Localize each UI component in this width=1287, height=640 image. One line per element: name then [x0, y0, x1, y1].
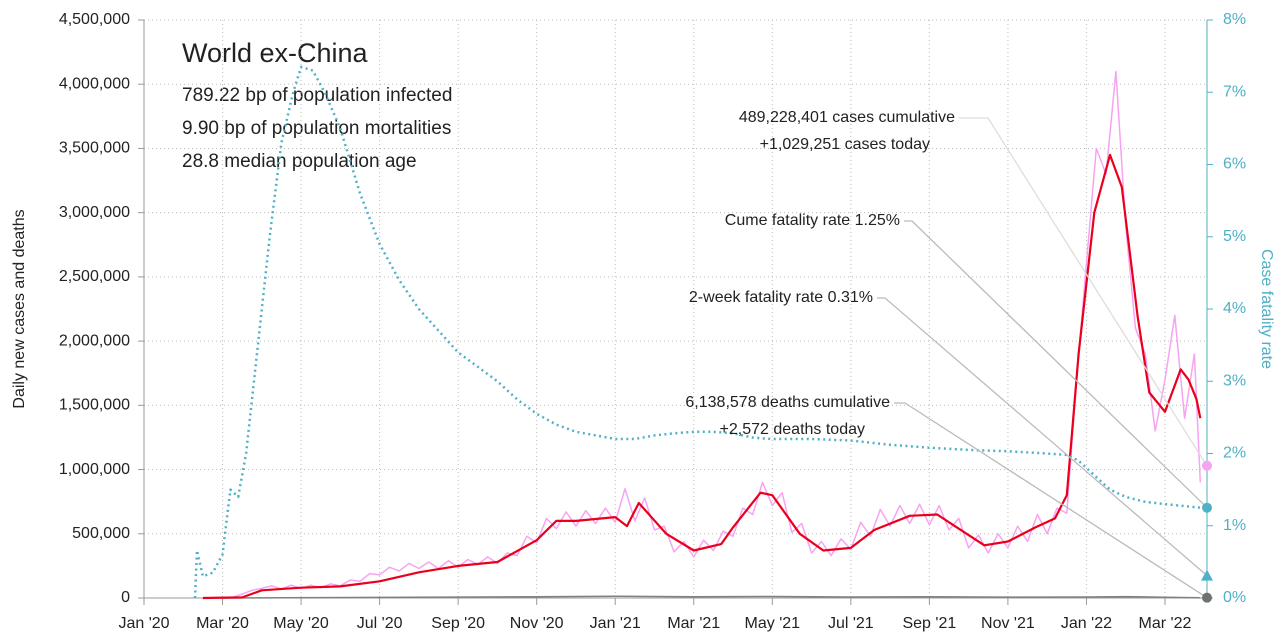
- x-tick-label: Mar '22: [1139, 615, 1192, 632]
- annotation-text: 489,228,401 cases cumulative: [739, 109, 955, 126]
- x-tick-label: Jul '20: [357, 615, 403, 632]
- info-line: 9.90 bp of population mortalities: [182, 118, 451, 139]
- info-line: 789.22 bp of population infected: [182, 85, 452, 106]
- y-tick-label: 4,500,000: [59, 11, 130, 28]
- annotation-text: 6,138,578 deaths cumulative: [685, 394, 890, 411]
- leader-line: [894, 402, 1208, 599]
- x-tick-label: Jan '20: [118, 615, 169, 632]
- y-tick-label: 3,000,000: [59, 204, 130, 221]
- x-tick-label: Nov '21: [981, 615, 1035, 632]
- y2-tick-label: 6%: [1223, 156, 1246, 173]
- y2-tick-label: 8%: [1223, 11, 1246, 28]
- y2-tick-label: 1%: [1223, 517, 1246, 534]
- y2-axis-label: Case fatality rate: [1258, 249, 1275, 369]
- x-tick-label: May '20: [273, 615, 329, 632]
- y2-tick-label: 3%: [1223, 372, 1246, 389]
- x-tick-label: Sep '21: [902, 615, 956, 632]
- y2-tick-label: 7%: [1223, 83, 1246, 100]
- annotation-text: Cume fatality rate 1.25%: [725, 212, 900, 229]
- x-tick-label: Jan '21: [590, 615, 641, 632]
- leader-line: [904, 220, 1208, 509]
- end-marker: [1202, 460, 1212, 471]
- x-tick-label: May '21: [745, 615, 801, 632]
- y2-tick-label: 5%: [1223, 228, 1246, 245]
- x-tick-label: Jul '21: [828, 615, 874, 632]
- x-tick-label: Jan '22: [1061, 615, 1112, 632]
- x-tick-label: Sep '20: [431, 615, 485, 632]
- y2-tick-label: 0%: [1223, 589, 1246, 606]
- info-line: 28.8 median population age: [182, 151, 417, 172]
- x-tick-label: Mar '21: [667, 615, 720, 632]
- end-marker: [1202, 502, 1212, 513]
- chart-title: World ex-China: [182, 38, 369, 68]
- y-tick-label: 4,000,000: [59, 75, 130, 92]
- series-line: [193, 65, 1201, 599]
- leader-line: [877, 297, 1208, 577]
- annotation-text: 2-week fatality rate 0.31%: [689, 289, 873, 306]
- y-tick-label: 2,500,000: [59, 268, 130, 285]
- y2-tick-label: 2%: [1223, 445, 1246, 462]
- x-tick-label: Nov '20: [510, 615, 564, 632]
- series-line: [202, 153, 1202, 600]
- y2-tick-label: 4%: [1223, 300, 1246, 317]
- annotation-text: +1,029,251 cases today: [760, 136, 930, 153]
- series-line: [222, 595, 1201, 599]
- y-axis-label: Daily new cases and deaths: [11, 209, 28, 408]
- leader-line: [959, 117, 1208, 467]
- end-marker: [1201, 569, 1213, 581]
- y-tick-label: 1,000,000: [59, 461, 130, 478]
- y-tick-label: 1,500,000: [59, 397, 130, 414]
- y-tick-label: 0: [121, 589, 130, 606]
- end-marker: [1202, 592, 1212, 603]
- y-tick-label: 2,000,000: [59, 332, 130, 349]
- y-tick-label: 3,500,000: [59, 140, 130, 157]
- annotation-text: +2,572 deaths today: [720, 421, 865, 438]
- x-tick-label: Mar '20: [196, 615, 249, 632]
- y-tick-label: 500,000: [72, 525, 130, 542]
- series-line: [222, 70, 1202, 599]
